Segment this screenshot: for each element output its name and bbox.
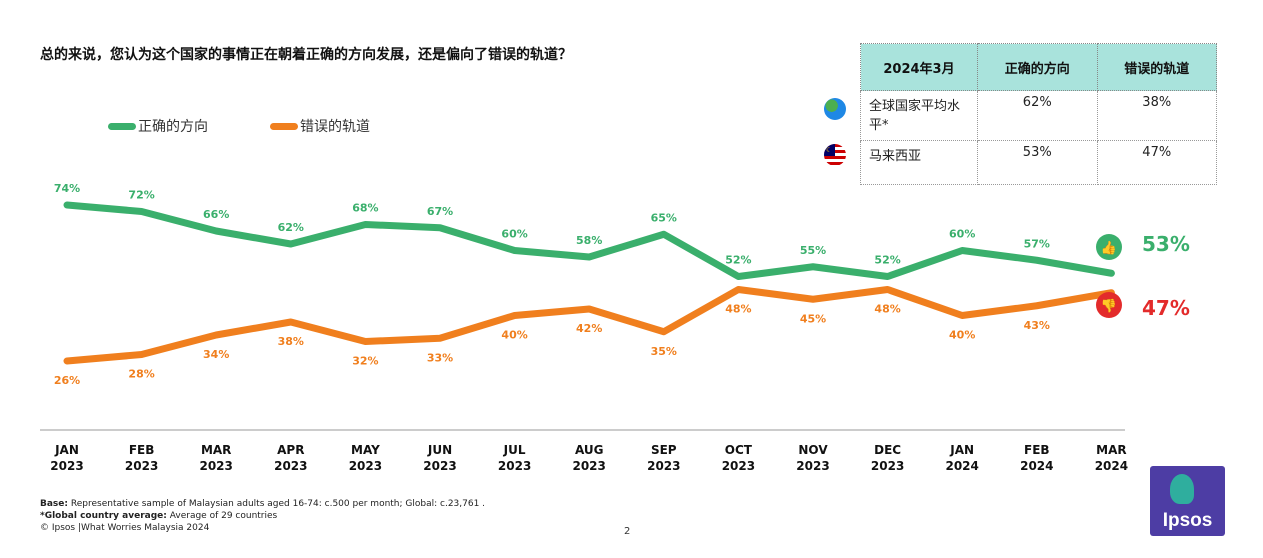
ipsos-logo: Ipsos (1150, 466, 1225, 536)
x-tick-label: JAN 2024 (945, 443, 978, 473)
data-label: 40% (949, 329, 975, 342)
x-tick-label: MAR 2024 (1095, 443, 1128, 473)
global-label: *Global country average: (40, 511, 167, 521)
footer-notes: Base: Representative sample of Malaysian… (40, 498, 485, 534)
data-label: 26% (54, 374, 80, 387)
base-text: Representative sample of Malaysian adult… (70, 499, 486, 509)
data-label: 48% (725, 303, 751, 316)
end-label-wrong-track: 47% (1142, 296, 1190, 320)
legend-label: 错误的轨道 (300, 119, 370, 135)
table-row: 全球国家平均水平* 62% 38% (860, 90, 1217, 141)
data-label: 52% (874, 254, 900, 267)
table-row: 马来西亚 53% 47% (860, 140, 1217, 185)
malaysia-flag-icon: ☾ (824, 144, 846, 166)
table-cell-label: 全球国家平均水平* (860, 90, 978, 141)
data-label: 45% (800, 312, 826, 325)
table-cell-label: 马来西亚 (860, 140, 978, 185)
data-label: 57% (1024, 237, 1050, 250)
end-label-right-direction: 53% (1142, 232, 1190, 256)
table-header-row: 2024年3月 正确的方向 错误的轨道 (860, 43, 1217, 91)
legend-item-wrong-track: 错误的轨道 (270, 116, 370, 136)
table-header: 2024年3月 (860, 43, 978, 91)
series-line-right-direction (63, 201, 1115, 280)
x-tick-label: FEB 2023 (125, 443, 158, 473)
thumbs-down-glyph: 👎 (1101, 298, 1117, 314)
x-tick-label: JAN 2023 (50, 443, 83, 473)
x-tick-label: NOV 2023 (796, 443, 829, 473)
chart-title: 总的来说，您认为这个国家的事情正在朝着正确的方向发展，还是偏向了错误的轨道？ (40, 47, 572, 63)
x-tick-label: JUL 2023 (498, 443, 531, 473)
thumbs-down-icon (1096, 292, 1122, 318)
x-tick-label: DEC 2023 (871, 443, 904, 473)
x-tick-label: MAY 2023 (349, 443, 382, 473)
data-label: 52% (725, 254, 751, 267)
data-label: 62% (278, 221, 304, 234)
logo-head-shape (1170, 474, 1194, 504)
x-tick-label: JUN 2023 (423, 443, 456, 473)
thumbs-up-icon (1096, 234, 1122, 260)
data-label: 38% (278, 335, 304, 348)
x-tick-label: MAR 2023 (199, 443, 232, 473)
x-tick-label: FEB 2024 (1020, 443, 1053, 473)
table-cell-wrong: 47% (1096, 140, 1217, 185)
data-label: 33% (427, 351, 453, 364)
table-cell-right: 53% (977, 140, 1098, 185)
table-cell-right: 62% (977, 90, 1098, 141)
logo-text: Ipsos (1162, 510, 1213, 531)
data-label: 55% (800, 244, 826, 257)
global-text: Average of 29 countries (169, 511, 278, 521)
data-label: 66% (203, 208, 229, 221)
series-line-wrong-track (63, 286, 1115, 365)
data-label: 65% (651, 211, 677, 224)
data-label: 35% (651, 345, 677, 358)
copyright: © Ipsos |What Worries Malaysia 2024 (40, 523, 210, 533)
data-label: 48% (874, 303, 900, 316)
data-label: 42% (576, 322, 602, 335)
data-label: 68% (352, 202, 378, 215)
legend-label: 正确的方向 (138, 119, 208, 135)
legend-item-right-direction: 正确的方向 (108, 116, 208, 136)
legend-swatch-orange (270, 122, 298, 130)
data-label: 58% (576, 234, 602, 247)
table-header: 错误的轨道 (1096, 43, 1217, 91)
x-tick-label: AUG 2023 (572, 443, 605, 473)
base-label: Base: (40, 499, 68, 509)
data-label: 32% (352, 355, 378, 368)
table-header: 正确的方向 (977, 43, 1098, 91)
summary-table: 2024年3月 正确的方向 错误的轨道 全球国家平均水平* 62% 38% 马来… (860, 43, 1217, 185)
x-tick-label: SEP 2023 (647, 443, 680, 473)
table-cell-wrong: 38% (1096, 90, 1217, 141)
data-label: 72% (128, 189, 154, 202)
legend-swatch-green (108, 122, 136, 130)
x-tick-label: OCT 2023 (722, 443, 755, 473)
data-label: 67% (427, 205, 453, 218)
data-label: 34% (203, 348, 229, 361)
data-label: 60% (949, 228, 975, 241)
data-label: 28% (128, 368, 154, 381)
data-label: 43% (1024, 319, 1050, 332)
data-label: 40% (501, 329, 527, 342)
globe-icon (824, 98, 846, 120)
thumbs-up-glyph: 👍 (1101, 240, 1117, 256)
x-tick-label: APR 2023 (274, 443, 307, 473)
page-number: 2 (624, 526, 631, 537)
data-label: 74% (54, 182, 80, 195)
data-label: 60% (501, 228, 527, 241)
